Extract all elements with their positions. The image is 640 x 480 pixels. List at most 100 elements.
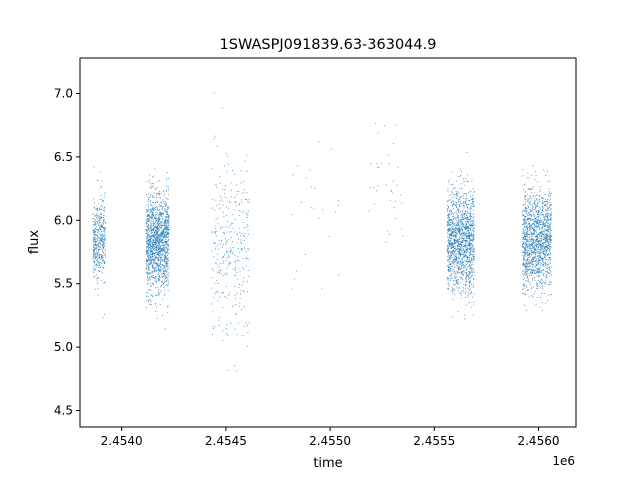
data-point: [228, 294, 229, 296]
data-point: [213, 232, 215, 234]
data-point: [463, 267, 465, 269]
data-point: [149, 241, 151, 243]
data-point: [166, 228, 168, 230]
data-point: [534, 252, 536, 254]
data-point: [160, 201, 162, 203]
data-point: [545, 275, 547, 277]
data-point: [392, 180, 394, 182]
data-point: [454, 234, 456, 236]
data-point: [540, 236, 542, 237]
data-point: [222, 340, 224, 342]
data-point: [167, 252, 169, 254]
data-point: [448, 230, 450, 232]
data-point: [149, 247, 151, 248]
data-point: [529, 197, 531, 199]
data-point: [104, 242, 106, 244]
data-point: [468, 227, 469, 229]
data-point: [528, 212, 530, 214]
data-point: [100, 225, 102, 227]
data-point: [156, 232, 158, 234]
data-point: [152, 296, 154, 297]
data-point: [539, 281, 540, 283]
data-point: [226, 153, 228, 155]
data-point: [98, 260, 100, 262]
data-point: [163, 206, 165, 208]
data-point: [543, 251, 545, 252]
data-point: [162, 242, 163, 244]
data-point: [457, 245, 459, 247]
data-point: [156, 265, 158, 267]
data-point: [157, 233, 159, 235]
data-point: [157, 227, 159, 229]
data-point: [546, 210, 548, 212]
data-point: [461, 229, 463, 231]
data-point: [448, 267, 450, 269]
data-point: [161, 206, 162, 207]
data-point: [151, 256, 153, 257]
data-point: [247, 280, 248, 282]
data-point: [450, 230, 452, 232]
data-point: [154, 246, 156, 248]
data-point: [150, 235, 152, 237]
data-point: [99, 234, 101, 236]
data-point: [157, 229, 158, 230]
data-point: [152, 245, 154, 247]
data-point: [465, 226, 466, 227]
data-point: [150, 293, 152, 295]
data-point: [216, 291, 218, 293]
data-point: [459, 225, 461, 227]
data-point: [229, 247, 231, 249]
data-point: [542, 233, 544, 235]
data-point: [527, 228, 529, 230]
data-point: [162, 298, 164, 300]
data-point: [158, 271, 160, 272]
data-point: [540, 239, 542, 241]
data-point: [530, 236, 532, 237]
data-point: [153, 227, 155, 229]
data-point: [222, 200, 224, 202]
data-point: [162, 241, 164, 243]
data-point: [149, 269, 151, 271]
data-point: [547, 241, 549, 243]
data-point: [450, 221, 452, 223]
data-point: [227, 208, 229, 210]
data-point: [458, 283, 460, 285]
data-point: [538, 267, 540, 269]
data-point: [539, 255, 541, 257]
data-point: [462, 262, 464, 263]
data-point: [239, 203, 240, 205]
data-point: [451, 286, 453, 288]
data-point: [160, 254, 162, 256]
data-point: [167, 245, 169, 247]
data-point: [472, 245, 474, 247]
data-point: [524, 282, 526, 284]
data-point: [392, 192, 394, 194]
data-point: [524, 254, 526, 256]
data-point: [525, 294, 527, 296]
data-point: [536, 264, 538, 266]
data-point: [153, 240, 154, 242]
data-point: [539, 240, 541, 242]
data-point: [165, 219, 167, 220]
data-point: [455, 279, 457, 281]
data-point: [147, 256, 149, 258]
data-point: [464, 265, 466, 266]
data-point: [530, 253, 532, 255]
data-point: [550, 204, 552, 206]
data-point: [248, 233, 250, 235]
data-point: [454, 277, 456, 279]
data-point: [149, 216, 151, 217]
data-point: [546, 241, 548, 242]
data-point: [455, 253, 457, 255]
data-point: [528, 218, 530, 220]
data-point: [539, 244, 541, 245]
data-point: [459, 230, 461, 232]
data-point: [230, 251, 231, 253]
data-point: [456, 282, 458, 284]
data-point: [462, 270, 464, 272]
data-point: [160, 222, 162, 224]
data-point: [466, 240, 468, 241]
data-point: [451, 205, 453, 206]
data-point: [165, 256, 167, 257]
data-point: [161, 235, 163, 237]
